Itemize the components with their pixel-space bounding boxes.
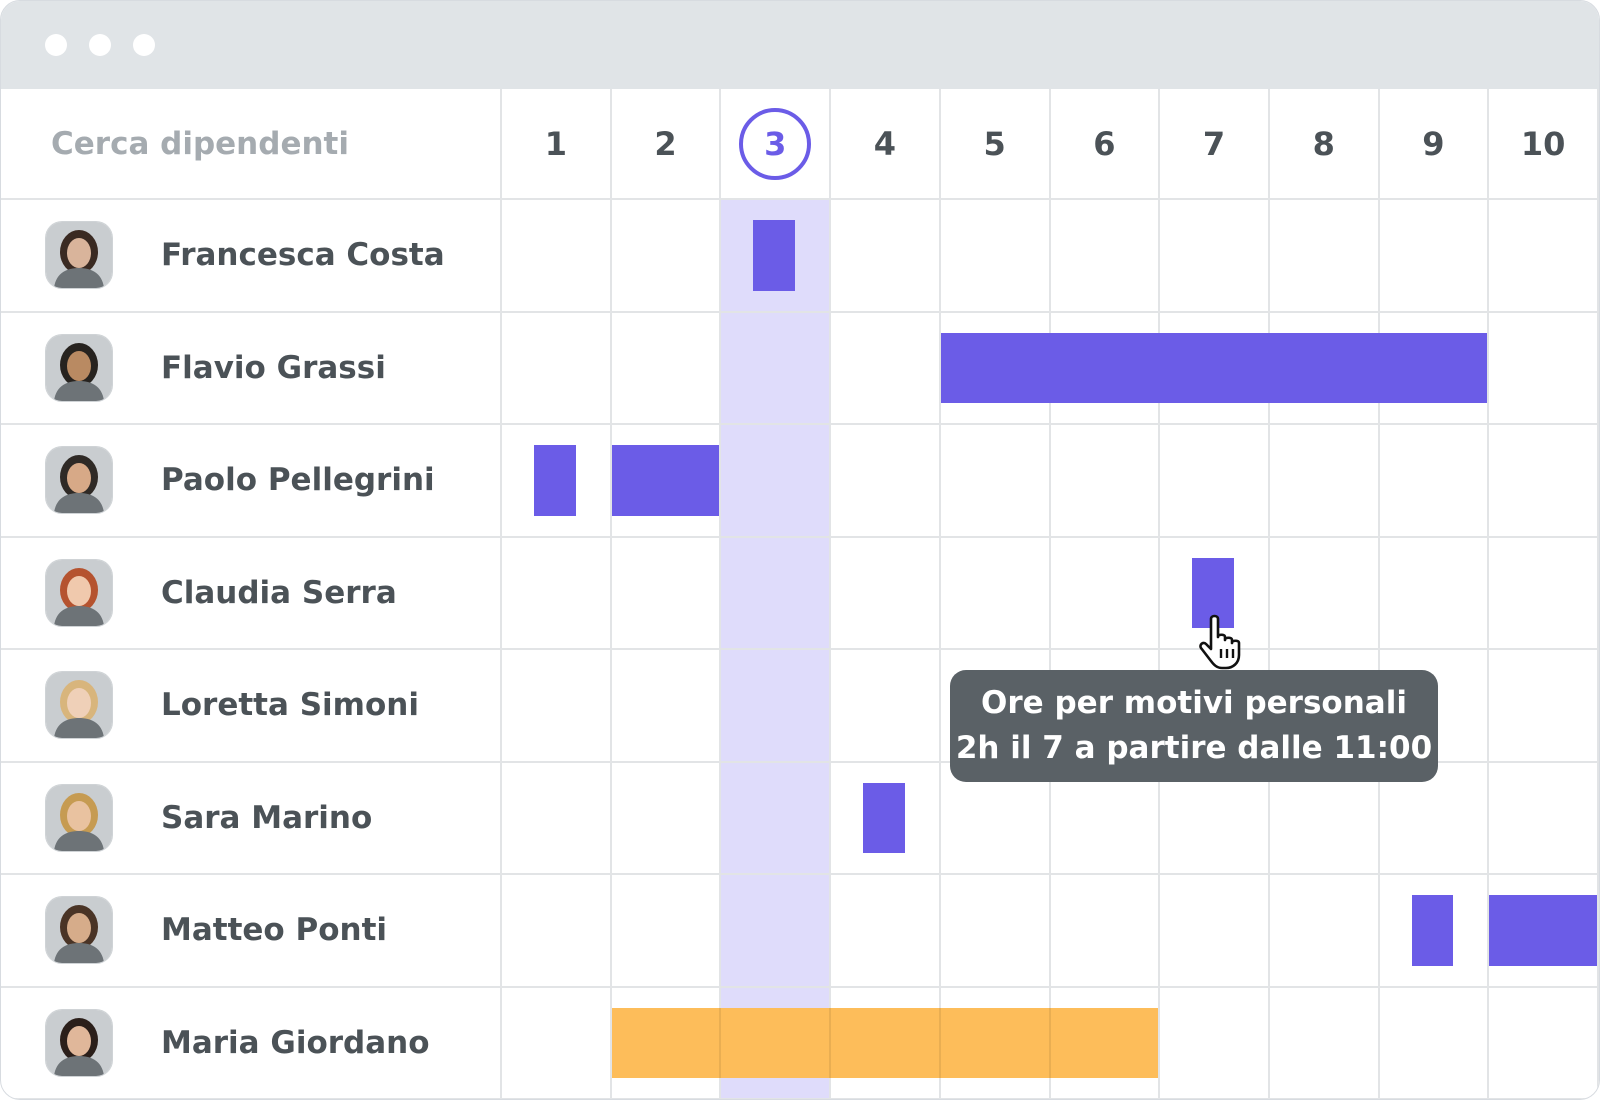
employee-row[interactable]: Matteo Ponti (1, 875, 501, 985)
grid-line (829, 1007, 832, 1078)
day-number: 6 (1093, 125, 1116, 163)
grid-line (1597, 89, 1599, 1099)
vacation-bar[interactable] (611, 1007, 1159, 1078)
employee-name[interactable]: Francesca Costa (161, 237, 445, 273)
grid-line (500, 89, 502, 1099)
avatar-photo-icon (46, 784, 112, 851)
employee-name[interactable]: Paolo Pellegrini (161, 462, 435, 498)
search-employees-input[interactable]: Cerca dipendenti (51, 126, 349, 162)
avatar (46, 447, 112, 513)
avatar (46, 897, 112, 963)
day-number: 7 (1202, 125, 1226, 163)
day-number: 9 (1422, 125, 1445, 163)
employee-row[interactable]: Loretta Simoni (1, 650, 501, 760)
day-number: 2 (654, 125, 677, 163)
personal-hours-bar[interactable] (1411, 895, 1454, 966)
grid-line (1, 985, 1599, 988)
employee-row[interactable]: Maria Giordano (1, 988, 501, 1098)
employee-name[interactable]: Claudia Serra (161, 574, 397, 611)
grid-line (719, 89, 722, 1099)
grid-line (1377, 89, 1380, 1099)
grid-line (1, 423, 1599, 425)
grid-line (1, 648, 1599, 650)
day-header[interactable]: 6 (1050, 89, 1160, 199)
absence-tooltip: Ore per motivi personali 2h il 7 a parti… (950, 670, 1438, 782)
grid-line (1267, 89, 1270, 1099)
window-control-dot[interactable] (89, 34, 111, 56)
employee-row[interactable]: Claudia Serra (1, 538, 501, 648)
grid-line (829, 89, 832, 1099)
avatar-photo-icon (46, 559, 112, 626)
employee-row[interactable]: Paolo Pellegrini (1, 425, 501, 535)
day-header[interactable]: 5 (940, 89, 1050, 199)
avatar-photo-icon (46, 1009, 112, 1076)
grid-line (719, 1007, 722, 1078)
avatar-photo-icon (46, 334, 112, 401)
avatar-photo-icon (46, 897, 112, 963)
grid-line (1048, 89, 1051, 1099)
avatar (46, 559, 112, 626)
absence-bar[interactable] (1489, 895, 1597, 966)
employee-row[interactable]: Flavio Grassi (1, 313, 501, 423)
personal-hours-bar[interactable] (863, 782, 905, 853)
day-number: 8 (1312, 125, 1335, 163)
tooltip-detail: 2h il 7 a partire dalle 11:00 (955, 730, 1433, 766)
grid-line (938, 89, 941, 1099)
today-column-highlight (721, 200, 830, 1099)
day-number: 3 (739, 108, 812, 180)
title-bar (1, 1, 1599, 89)
day-header[interactable]: 10 (1488, 89, 1598, 199)
avatar (46, 222, 112, 288)
day-number: 1 (544, 125, 567, 163)
avatar-photo-icon (46, 672, 112, 738)
grid-line (609, 89, 612, 1099)
day-header[interactable]: 2 (611, 89, 721, 199)
tooltip-title: Ore per motivi personali (981, 685, 1407, 721)
grid-line (938, 1007, 941, 1078)
personal-hours-bar[interactable] (533, 445, 576, 516)
day-header[interactable]: 9 (1379, 89, 1489, 199)
employee-name[interactable]: Loretta Simoni (161, 687, 419, 723)
day-header[interactable]: 4 (830, 89, 940, 199)
employee-row[interactable]: Sara Marino (1, 763, 501, 873)
day-header[interactable]: 7 (1159, 89, 1269, 199)
grid-line (1, 535, 1599, 538)
grid-line (1048, 1007, 1051, 1078)
grid-line (1487, 89, 1490, 1099)
grid-line (1158, 89, 1161, 1099)
employee-name[interactable]: Sara Marino (161, 799, 373, 836)
absence-bar[interactable] (940, 332, 1488, 403)
hand-pointer-icon (1199, 614, 1241, 670)
personal-hours-bar[interactable] (753, 220, 795, 291)
day-header[interactable]: 8 (1269, 89, 1379, 199)
grid-line (1, 760, 1599, 763)
grid-line (1, 310, 1599, 313)
employee-name[interactable]: Matteo Ponti (161, 912, 388, 948)
grid-line (1, 1098, 1599, 1099)
day-header-today[interactable]: 3 (720, 89, 830, 199)
avatar (46, 784, 112, 851)
day-header[interactable]: 1 (501, 89, 611, 199)
employee-name[interactable]: Flavio Grassi (161, 349, 386, 386)
avatar (46, 1009, 112, 1076)
employee-name[interactable]: Maria Giordano (161, 1024, 430, 1061)
absence-bar[interactable] (611, 445, 720, 516)
employee-row[interactable]: Francesca Costa (1, 200, 501, 310)
window-control-dot[interactable] (45, 34, 67, 56)
day-number: 5 (983, 125, 1006, 163)
avatar (46, 672, 112, 738)
grid-line (1, 198, 1599, 200)
avatar (46, 334, 112, 401)
day-number: 4 (873, 125, 897, 163)
day-number: 10 (1520, 125, 1566, 163)
window-control-dot[interactable] (133, 34, 155, 56)
grid-line (1, 873, 1599, 875)
avatar-photo-icon (46, 222, 112, 288)
avatar-photo-icon (46, 447, 112, 513)
